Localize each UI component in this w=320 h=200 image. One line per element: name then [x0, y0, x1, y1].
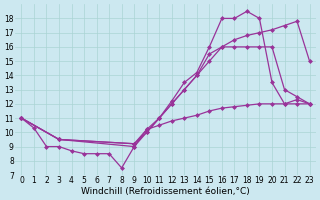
X-axis label: Windchill (Refroidissement éolien,°C): Windchill (Refroidissement éolien,°C): [81, 187, 250, 196]
